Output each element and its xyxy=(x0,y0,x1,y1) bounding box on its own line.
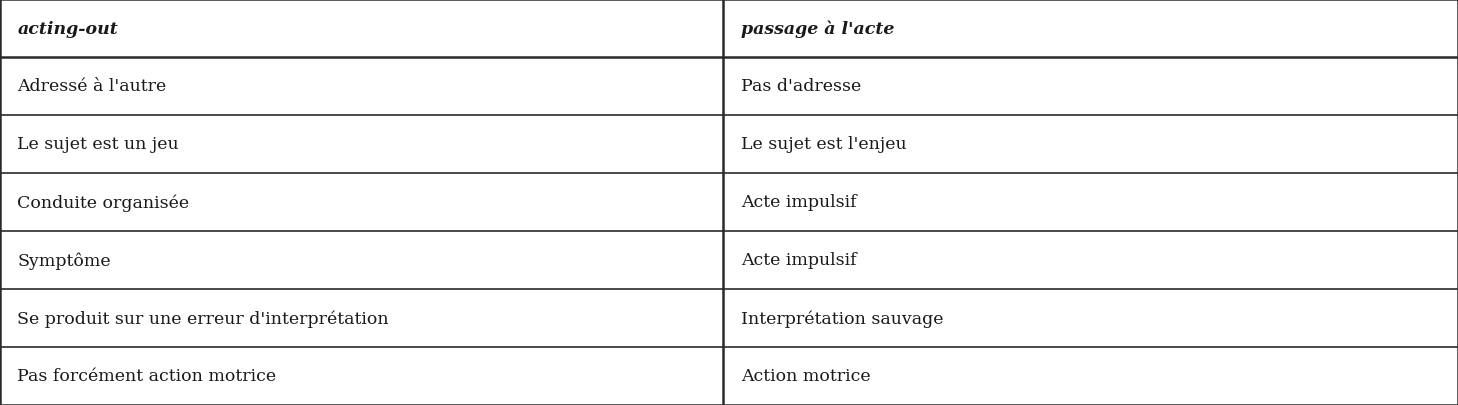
Text: Interprétation sauvage: Interprétation sauvage xyxy=(741,309,943,327)
Text: Pas forcément action motrice: Pas forcément action motrice xyxy=(17,368,277,385)
Text: Action motrice: Action motrice xyxy=(741,368,870,385)
Text: Conduite organisée: Conduite organisée xyxy=(17,194,190,211)
Text: Le sujet est un jeu: Le sujet est un jeu xyxy=(17,136,179,153)
Text: passage à l'acte: passage à l'acte xyxy=(741,20,894,38)
Text: Acte impulsif: Acte impulsif xyxy=(741,252,856,269)
Text: Adressé à l'autre: Adressé à l'autre xyxy=(17,78,166,95)
Text: Se produit sur une erreur d'interprétation: Se produit sur une erreur d'interprétati… xyxy=(17,309,389,327)
Text: Symptôme: Symptôme xyxy=(17,252,111,269)
Text: Le sujet est l'enjeu: Le sujet est l'enjeu xyxy=(741,136,907,153)
Text: Pas d'adresse: Pas d'adresse xyxy=(741,78,860,95)
Text: acting-out: acting-out xyxy=(17,20,118,37)
Text: Acte impulsif: Acte impulsif xyxy=(741,194,856,211)
